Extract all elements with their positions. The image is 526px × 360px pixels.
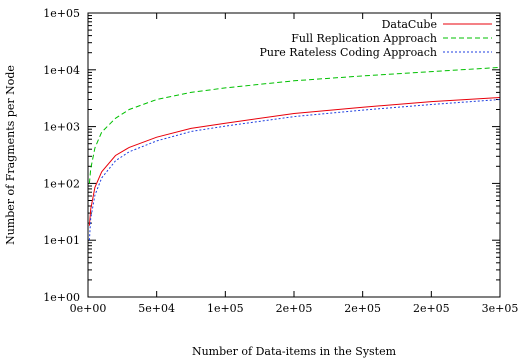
x-tick-label: 1e+05 <box>207 302 244 315</box>
plot-frame <box>87 12 501 298</box>
y-tick-label: 1e+00 <box>43 291 80 304</box>
y-tick-label: 1e+05 <box>43 7 80 20</box>
series-line-1 <box>88 97 501 226</box>
y-tick-label: 1e+01 <box>43 234 80 247</box>
x-tick-label: 2e+05 <box>413 302 450 315</box>
y-tick-label: 1e+03 <box>43 121 80 134</box>
legend-label: Pure Rateless Coding Approach <box>259 46 437 59</box>
axis-ticks: 0e+00 5e+04 1e+05 2e+05 2e+05 2e+05 3e+05 1e+00… <box>43 7 518 315</box>
y-tick-label: 1e+04 <box>43 64 80 77</box>
y-tick-label: 1e+02 <box>43 177 80 190</box>
x-tick-label: 5e+04 <box>138 302 175 315</box>
x-tick-label: 0e+00 <box>70 302 107 315</box>
legend-label: Full Replication Approach <box>291 32 437 45</box>
x-tick-label: 2e+05 <box>276 302 313 315</box>
y-axis-label: Number of Fragments per Node <box>4 65 17 245</box>
series-lines <box>88 66 501 241</box>
x-tick-label: 3e+05 <box>482 302 519 315</box>
series-line-2 <box>88 66 501 184</box>
x-tick-label: 2e+05 <box>344 302 381 315</box>
series-line-3 <box>88 99 501 241</box>
legend-label: DataCube <box>382 18 437 31</box>
x-axis-label: Number of Data-items in the System <box>192 345 397 358</box>
